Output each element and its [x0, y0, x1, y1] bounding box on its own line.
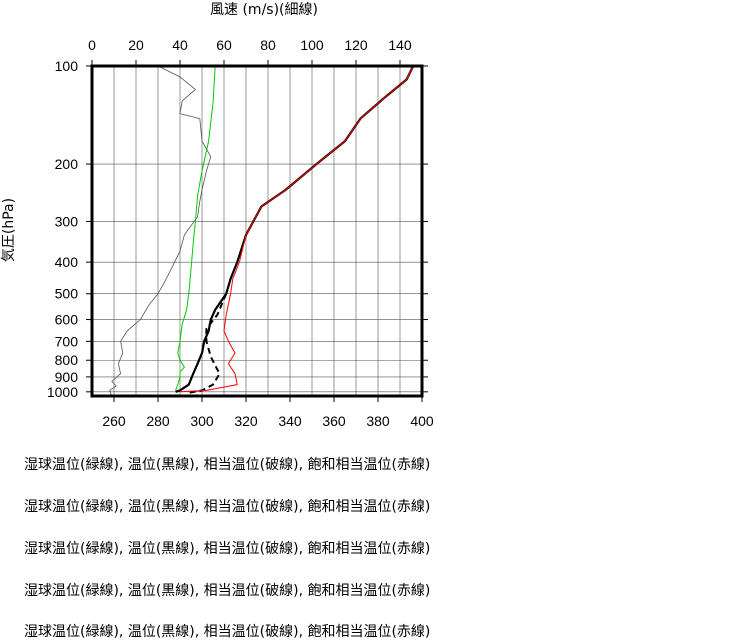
y-tick-label: 300: [55, 213, 79, 229]
ticks-group: 0 20 40 60 80 100 120 140 260 280 300 320 340 360 380 4…: [47, 37, 434, 429]
top-tick-label: 40: [172, 37, 188, 53]
plot-border: [90, 64, 424, 398]
y-tick-label: 800: [55, 352, 79, 368]
caption-4: 湿球温位(緑線), 温位(黒線), 相当温位(破線), 飽和相当温位(赤線): [24, 583, 431, 599]
y-tick-label: 200: [55, 156, 79, 172]
series-wind: [109, 65, 212, 397]
top-tick-label: 100: [300, 37, 324, 53]
y-tick-label: 700: [55, 333, 79, 349]
top-tick-label: 140: [388, 37, 412, 53]
y-tick-label: 600: [55, 312, 79, 328]
series-wet-bulb-potential-temperature: [175, 65, 216, 391]
sounding-chart: 0 20 40 60 80 100 120 140 260 280 300 320 340 360 380 4…: [1, 2, 434, 429]
plot-frame: [90, 64, 424, 398]
y-tick-label: 100: [55, 58, 79, 74]
series-saturated-equivalent-potential-temperature: [179, 65, 414, 393]
y-tick-label: 900: [55, 369, 79, 385]
y-tick-label: 500: [55, 286, 79, 302]
top-tick-label: 120: [344, 37, 368, 53]
y-axis-title: 気圧(hPa): [1, 198, 17, 262]
top-tick-label: 0: [88, 37, 96, 53]
y-tick-label: 1000: [47, 384, 78, 400]
bottom-tick-label: 360: [322, 413, 346, 429]
caption-5: 湿球温位(緑線), 温位(黒線), 相当温位(破線), 飽和相当温位(赤線): [24, 624, 431, 640]
caption-2: 湿球温位(緑線), 温位(黒線), 相当温位(破線), 飽和相当温位(赤線): [24, 499, 431, 515]
top-axis-title: 風速 (m/s)(細線): [210, 2, 318, 18]
bottom-tick-label: 380: [366, 413, 390, 429]
bottom-tick-label: 320: [234, 413, 258, 429]
grid: [91, 65, 423, 396]
series-equivalent-potential-temperature: [186, 293, 228, 395]
y-tick-label: 400: [55, 254, 79, 270]
caption-1: 湿球温位(緑線), 温位(黒線), 相当温位(破線), 飽和相当温位(赤線): [24, 457, 431, 473]
bottom-tick-label: 260: [102, 413, 126, 429]
top-tick-label: 80: [260, 37, 276, 53]
top-tick-label: 20: [128, 37, 144, 53]
top-tick-label: 60: [216, 37, 232, 53]
bottom-tick-label: 400: [410, 413, 434, 429]
bottom-tick-label: 280: [146, 413, 170, 429]
caption-3: 湿球温位(緑線), 温位(黒線), 相当温位(破線), 飽和相当温位(赤線): [24, 541, 431, 557]
bottom-tick-label: 300: [190, 413, 214, 429]
series-group: [109, 65, 415, 397]
bottom-tick-label: 340: [278, 413, 302, 429]
